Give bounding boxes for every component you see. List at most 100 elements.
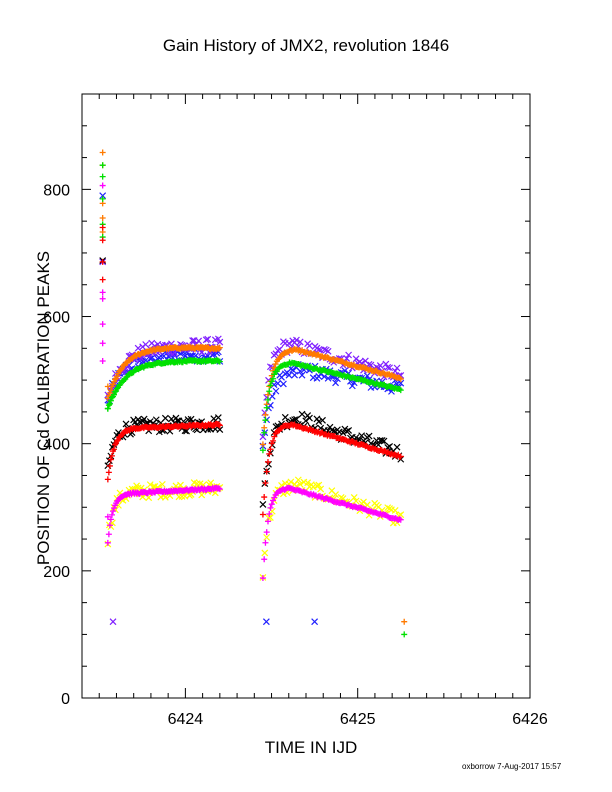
- data-point: [108, 452, 115, 459]
- data-point: [216, 344, 223, 351]
- outlier-point: [99, 182, 106, 189]
- data-point: [259, 433, 267, 441]
- data-point: [265, 514, 272, 522]
- data-point: [287, 478, 295, 486]
- data-point: [291, 371, 299, 379]
- data-point: [142, 356, 150, 364]
- data-point: [264, 458, 271, 465]
- outlier-point: [311, 618, 319, 626]
- outlier-point: [99, 173, 106, 180]
- outlier-point: [109, 618, 117, 626]
- data-point: [332, 491, 339, 498]
- data-point: [274, 379, 282, 387]
- data-point: [296, 367, 304, 375]
- data-point: [106, 400, 113, 407]
- outlier-point: [99, 192, 107, 200]
- data-point: [267, 504, 274, 511]
- data-point: [216, 422, 223, 429]
- data-point: [262, 417, 269, 424]
- data-point: [386, 443, 394, 450]
- data-point: [352, 497, 360, 505]
- data-point: [195, 337, 203, 345]
- data-point: [112, 388, 119, 395]
- data-point: [216, 486, 223, 493]
- outlier-point: [104, 383, 111, 390]
- outlier-point: [99, 258, 106, 265]
- data-point: [306, 414, 313, 422]
- data-point: [264, 396, 271, 403]
- y-tick-label: 0: [61, 691, 70, 708]
- data-point: [268, 501, 275, 508]
- data-point: [358, 432, 366, 440]
- data-point: [397, 387, 404, 394]
- data-point: [106, 462, 113, 469]
- data-point: [345, 351, 353, 359]
- data-point: [266, 450, 273, 457]
- data-point: [348, 382, 356, 390]
- data-point: [216, 358, 223, 365]
- data-point: [320, 345, 328, 353]
- y-tick-label: 800: [43, 182, 70, 199]
- data-point: [193, 480, 201, 488]
- data-point: [262, 480, 269, 487]
- data-point: [105, 469, 112, 476]
- outlier-point: [99, 162, 106, 169]
- data-point: [263, 533, 271, 541]
- x-tick-label: 6424: [168, 711, 204, 728]
- data-point: [259, 500, 267, 508]
- data-point: [264, 391, 271, 398]
- data-point: [112, 376, 119, 383]
- data-point: [393, 443, 401, 451]
- data-point: [106, 390, 113, 397]
- data-point: [259, 441, 266, 448]
- data-point: [272, 361, 279, 368]
- data-point: [317, 485, 325, 493]
- data-point: [384, 504, 392, 512]
- data-point: [146, 481, 154, 489]
- data-point: [161, 493, 169, 501]
- data-point: [263, 468, 270, 475]
- data-point: [365, 432, 373, 440]
- data-point: [134, 344, 142, 352]
- data-point: [266, 511, 273, 518]
- data-point: [378, 437, 386, 444]
- data-point: [343, 427, 351, 435]
- data-point: [324, 347, 332, 355]
- data-point: [397, 516, 404, 523]
- y-tick-label: 600: [43, 310, 70, 327]
- data-point: [271, 364, 278, 371]
- data-point: [289, 366, 297, 374]
- data-point: [164, 352, 172, 360]
- data-point: [393, 364, 401, 372]
- data-point: [266, 363, 274, 371]
- data-point: [266, 449, 274, 457]
- x-axis-label: TIME IN IJD: [264, 738, 358, 757]
- data-point: [259, 511, 266, 518]
- outlier-point: [99, 295, 106, 302]
- data-point: [107, 397, 114, 404]
- data-point: [315, 346, 323, 354]
- outlier-point: [104, 405, 111, 412]
- data-point: [215, 345, 222, 352]
- outlier-point: [99, 149, 106, 156]
- data-point: [298, 410, 306, 418]
- data-point: [261, 556, 268, 563]
- data-point: [270, 437, 277, 444]
- data-point: [259, 447, 266, 454]
- data-point: [294, 476, 302, 484]
- data-point: [285, 371, 293, 379]
- outlier-point: [99, 289, 106, 296]
- footer-stamp: oxborrow 7-Aug-2017 15:57: [462, 762, 562, 771]
- data-point: [215, 421, 222, 428]
- data-point: [259, 575, 266, 582]
- y-tick-label: 400: [43, 437, 70, 454]
- data-point: [293, 415, 300, 423]
- data-point: [281, 413, 289, 421]
- data-point: [262, 411, 269, 418]
- data-point: [214, 414, 222, 421]
- data-point: [396, 374, 403, 381]
- data-point: [267, 446, 274, 453]
- y-tick-label: 200: [43, 564, 70, 581]
- data-point: [204, 335, 212, 343]
- data-point: [298, 371, 306, 379]
